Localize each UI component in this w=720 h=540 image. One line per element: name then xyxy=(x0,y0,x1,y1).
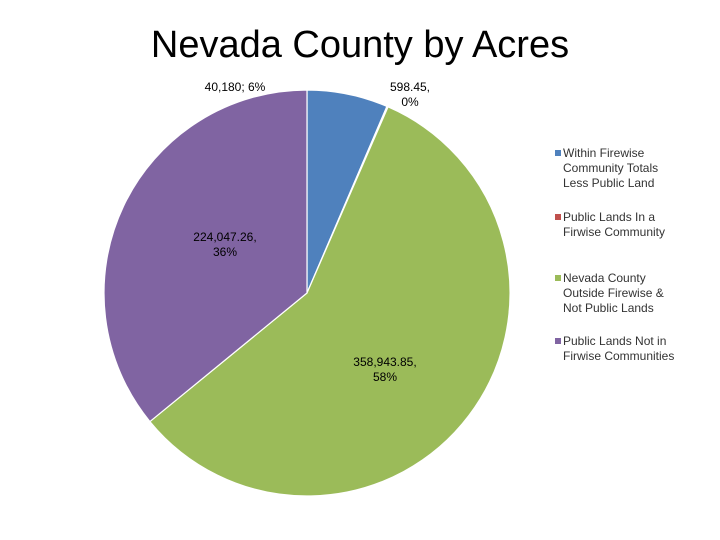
legend-swatch xyxy=(555,338,561,344)
legend-swatch xyxy=(555,214,561,220)
legend-label: Nevada County Outside Firewise & Not Pub… xyxy=(563,271,664,315)
pie-slice xyxy=(149,106,511,497)
legend-label: Public Lands Not in Firwise Communities xyxy=(563,334,675,363)
legend-label: Public Lands In a Firwise Community xyxy=(563,210,666,239)
legend-label: Within Firewise Community Totals Less Pu… xyxy=(563,146,659,190)
data-label: 224,047.26, 36% xyxy=(193,230,257,259)
data-label: 40,180; 6% xyxy=(204,80,266,94)
pie-slice xyxy=(103,89,308,423)
chart-title: Nevada County by Acres xyxy=(150,24,570,66)
data-label: 598.45, 0% xyxy=(389,80,431,109)
legend-swatch xyxy=(555,275,561,281)
legend-swatch xyxy=(555,150,561,156)
data-label: 358,943.85, 58% xyxy=(353,355,417,384)
